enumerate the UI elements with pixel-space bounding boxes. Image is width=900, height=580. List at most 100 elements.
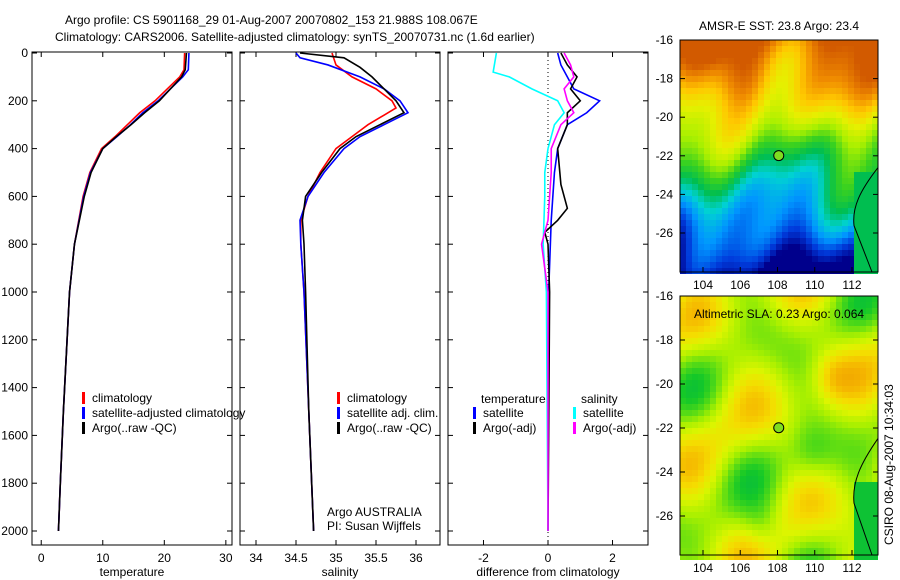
map-cell — [746, 244, 752, 250]
map-cell — [734, 440, 740, 446]
map-cell — [860, 446, 866, 452]
map-cell — [872, 464, 878, 470]
map-cell — [860, 112, 866, 118]
map-cell — [698, 404, 704, 410]
map-cell — [704, 94, 710, 100]
map-cell — [692, 88, 698, 94]
map-cell — [794, 386, 800, 392]
map-cell — [698, 308, 704, 314]
map-cell — [746, 136, 752, 142]
map-cell — [794, 476, 800, 482]
map-cell — [686, 244, 692, 250]
map-cell — [722, 350, 728, 356]
map-cell — [746, 446, 752, 452]
map-cell — [686, 256, 692, 262]
map-cell — [740, 190, 746, 196]
map-cell — [728, 368, 734, 374]
map-cell — [836, 440, 842, 446]
map-cell — [710, 142, 716, 148]
map-cell — [830, 154, 836, 160]
map-cell — [842, 136, 848, 142]
map-cell — [866, 238, 872, 244]
map-cell — [842, 464, 848, 470]
map-cell — [728, 250, 734, 256]
map-cell — [746, 392, 752, 398]
map-cell — [710, 548, 716, 554]
map-cell — [842, 184, 848, 190]
map-cell — [722, 100, 728, 106]
map-cell — [824, 362, 830, 368]
map-cell — [824, 554, 830, 560]
map-cell — [806, 58, 812, 64]
map-cell — [746, 130, 752, 136]
map-cell — [788, 392, 794, 398]
map-cell — [698, 326, 704, 332]
map-cell — [722, 488, 728, 494]
map-cell — [686, 178, 692, 184]
map-cell — [740, 302, 746, 308]
map-cell — [830, 446, 836, 452]
map-cell — [758, 40, 764, 46]
map-cell — [800, 422, 806, 428]
map-cell — [872, 542, 878, 548]
map-cell — [830, 488, 836, 494]
map-cell — [788, 88, 794, 94]
map-cell — [788, 404, 794, 410]
map-cell — [692, 100, 698, 106]
map-cell — [818, 76, 824, 82]
map-cell — [740, 398, 746, 404]
map-cell — [830, 452, 836, 458]
map-cell — [716, 166, 722, 172]
map-cell — [848, 356, 854, 362]
map-cell — [716, 368, 722, 374]
map-cell — [758, 362, 764, 368]
map-cell — [758, 154, 764, 160]
map-cell — [716, 220, 722, 226]
map-cell — [752, 196, 758, 202]
map-cell — [734, 536, 740, 542]
sla-map: Altimetric SLA: 0.23 Argo: 0.064-16-18-2… — [656, 289, 879, 575]
map-cell — [722, 178, 728, 184]
map-cell — [722, 296, 728, 302]
map-cell — [710, 124, 716, 130]
map-cell — [704, 82, 710, 88]
map-cell — [836, 326, 842, 332]
map-cell — [704, 530, 710, 536]
map-cell — [698, 488, 704, 494]
map-cell — [866, 202, 872, 208]
map-cell — [680, 220, 686, 226]
map-cell — [860, 106, 866, 112]
map-cell — [680, 476, 686, 482]
map-cell — [800, 100, 806, 106]
map-cell — [746, 302, 752, 308]
map-cell — [824, 106, 830, 112]
map-cell — [854, 362, 860, 368]
map-cell — [782, 208, 788, 214]
map-cell — [836, 40, 842, 46]
map-cell — [848, 208, 854, 214]
map-cell — [788, 250, 794, 256]
map-cell — [728, 88, 734, 94]
map-cell — [722, 548, 728, 554]
map-cell — [710, 512, 716, 518]
map-cell — [848, 506, 854, 512]
map-cell — [680, 302, 686, 308]
map-cell — [776, 344, 782, 350]
map-cell — [764, 488, 770, 494]
map-cell — [782, 166, 788, 172]
map-cell — [728, 464, 734, 470]
legend-header: temperature — [481, 392, 546, 406]
y-tick-label: -20 — [656, 377, 674, 391]
map-cell — [812, 202, 818, 208]
map-cell — [704, 416, 710, 422]
map-cell — [854, 434, 860, 440]
map-cell — [812, 94, 818, 100]
map-cell — [770, 422, 776, 428]
map-cell — [680, 494, 686, 500]
map-cell — [836, 500, 842, 506]
map-cell — [788, 356, 794, 362]
map-cell — [788, 76, 794, 82]
map-cell — [764, 250, 770, 256]
map-cell — [770, 202, 776, 208]
map-cell — [824, 46, 830, 52]
